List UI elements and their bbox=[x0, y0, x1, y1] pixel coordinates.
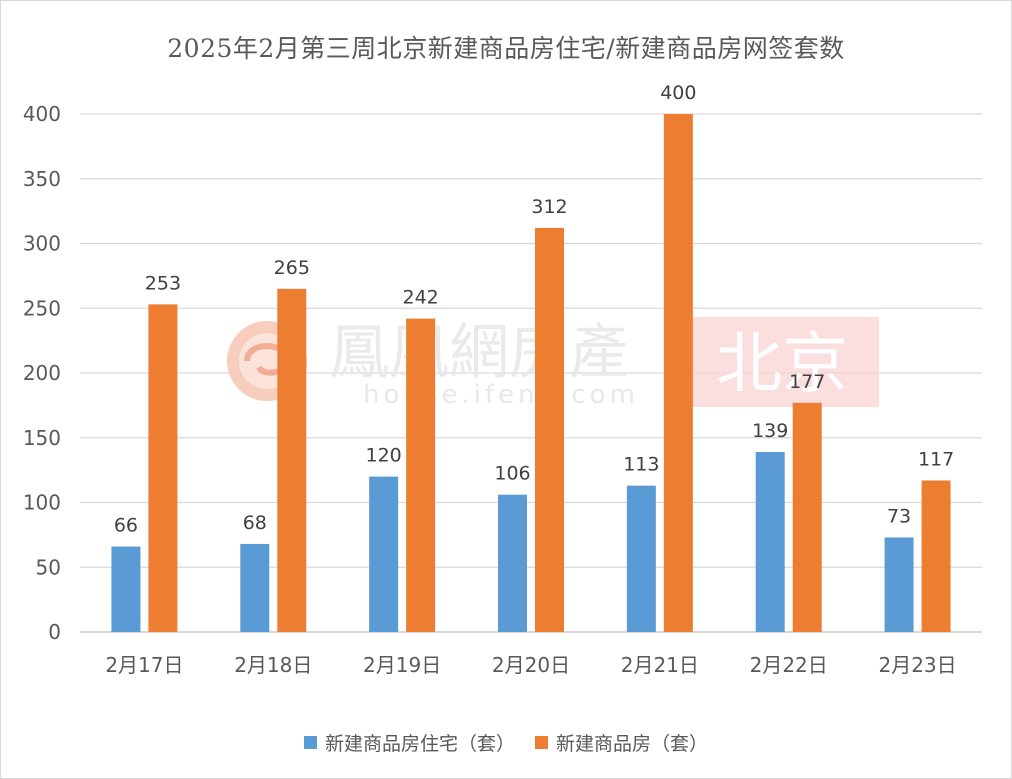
legend-swatch bbox=[535, 736, 548, 749]
watermark-city: 北京 bbox=[716, 325, 848, 402]
data-label: 312 bbox=[531, 196, 567, 218]
bar-residential-1 bbox=[111, 546, 141, 632]
watermark-brand: 鳳凰網房產 bbox=[329, 318, 629, 388]
x-axis: 2月17日 2月18日 2月19日 2月20日 2月21日 2月22日 2月23日 bbox=[105, 653, 956, 677]
bar-residential-6 bbox=[755, 451, 785, 632]
bar-residential-2 bbox=[240, 543, 270, 632]
data-label: 66 bbox=[114, 515, 138, 537]
bar-residential-7 bbox=[884, 537, 914, 632]
y-axis: 0 50 100 150 200 250 300 350 400 bbox=[23, 102, 61, 644]
watermark-city-badge bbox=[685, 317, 879, 407]
bar-all-7 bbox=[921, 480, 951, 632]
data-label: 139 bbox=[752, 420, 788, 442]
legend-item: 新建商品房（套） bbox=[535, 729, 708, 756]
y-tick-label: 100 bbox=[23, 491, 61, 515]
data-labels: 66 253 68 265 120 242 106 312 113 400 139 177 73 117 bbox=[114, 82, 954, 537]
data-label: 120 bbox=[366, 445, 402, 467]
legend-swatch bbox=[303, 736, 317, 749]
x-tick-label: 2月21日 bbox=[621, 653, 699, 677]
bar-residential-3 bbox=[369, 476, 399, 632]
data-label: 265 bbox=[274, 257, 310, 279]
data-label: 242 bbox=[403, 287, 439, 309]
data-label: 68 bbox=[243, 512, 267, 534]
y-tick-label: 300 bbox=[23, 232, 61, 256]
legend: 新建商品房住宅（套） 新建商品房（套） bbox=[1, 729, 1011, 756]
x-tick-label: 2月17日 bbox=[105, 653, 183, 677]
y-tick-label: 150 bbox=[23, 426, 61, 450]
y-tick-label: 400 bbox=[23, 102, 61, 126]
bar-all-3 bbox=[406, 318, 436, 632]
bar-all-5 bbox=[663, 114, 693, 632]
data-label: 106 bbox=[494, 463, 530, 485]
y-tick-label: 350 bbox=[23, 167, 61, 191]
x-tick-label: 2月23日 bbox=[878, 653, 956, 677]
y-tick-label: 50 bbox=[36, 555, 61, 579]
legend-label: 新建商品房（套） bbox=[556, 733, 709, 755]
bar-residential-5 bbox=[626, 485, 656, 632]
x-tick-label: 2月22日 bbox=[750, 653, 828, 677]
data-label: 253 bbox=[145, 272, 181, 294]
data-label: 73 bbox=[887, 505, 911, 527]
legend-label: 新建商品房住宅（套） bbox=[324, 733, 515, 755]
y-tick-label: 250 bbox=[23, 296, 61, 320]
data-label: 177 bbox=[789, 371, 825, 393]
y-tick-label: 0 bbox=[48, 620, 61, 644]
gridlines bbox=[80, 113, 982, 633]
data-label: 400 bbox=[660, 82, 696, 104]
watermark-url: house.ifeng.com bbox=[363, 380, 639, 410]
x-tick-label: 2月18日 bbox=[234, 653, 312, 677]
legend-item: 新建商品房住宅（套） bbox=[303, 729, 515, 756]
x-tick-label: 2月20日 bbox=[492, 653, 570, 677]
bar-all-4 bbox=[535, 227, 564, 632]
data-label: 113 bbox=[623, 454, 659, 476]
bars bbox=[111, 114, 951, 632]
bar-all-1 bbox=[148, 304, 178, 632]
bar-all-2 bbox=[277, 288, 307, 632]
chart-title: 2025年2月第三周北京新建商品房住宅/新建商品房网签套数 bbox=[167, 34, 845, 63]
y-tick-label: 200 bbox=[23, 361, 61, 385]
x-tick-label: 2月19日 bbox=[363, 653, 441, 677]
bar-all-6 bbox=[792, 402, 822, 632]
data-label: 117 bbox=[918, 448, 954, 470]
bar-residential-4 bbox=[498, 494, 527, 632]
